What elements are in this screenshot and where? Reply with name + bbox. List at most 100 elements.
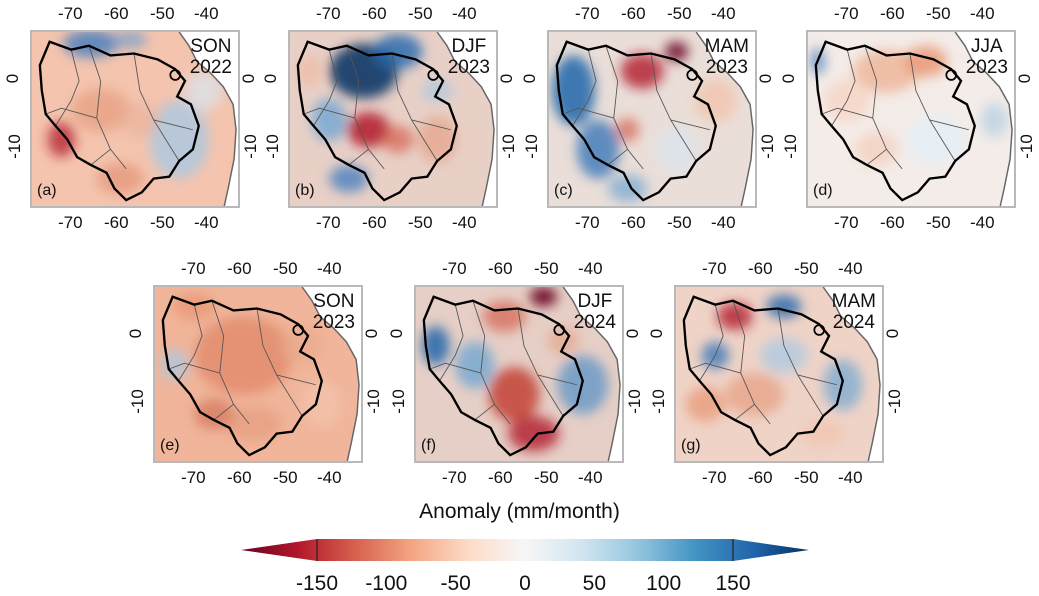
amazon-basin-boundary <box>422 295 584 457</box>
season-name: MAM <box>831 291 876 312</box>
amazon-basin-boundary <box>555 40 717 202</box>
lon-tick-bottom: -40 <box>194 213 219 232</box>
river-mouth-marker <box>813 324 826 336</box>
lon-tick-bottom: -60 <box>104 213 129 232</box>
anomaly-map <box>32 32 238 206</box>
anomaly-patch <box>488 367 540 422</box>
colorbar-tick-label: -150 <box>295 572 339 595</box>
ocean <box>823 287 882 461</box>
anomaly-patch <box>223 406 283 442</box>
anomaly-field <box>160 292 342 442</box>
lon-tick-top: -70 <box>442 259 467 278</box>
season-year: 2023 <box>447 57 490 78</box>
lon-tick-top: -60 <box>880 4 905 23</box>
lat-tick-left: 0 <box>387 328 407 339</box>
amazon-basin-boundary <box>161 295 323 457</box>
season-label: JJA 2023 <box>966 36 1008 78</box>
colorbar <box>241 539 809 561</box>
season-name: MAM <box>704 36 749 57</box>
season-label: DJF 2024 <box>574 291 616 333</box>
map-frame: DJF 2024 (f) <box>414 285 624 463</box>
anomaly-patch <box>801 419 845 448</box>
map-frame: MAM 2024 (g) <box>674 285 884 463</box>
season-label: MAM 2023 <box>705 36 749 78</box>
sub-basin-boundary <box>313 49 338 127</box>
lat-tick-left: 0 <box>126 328 146 339</box>
anomaly-patch <box>297 55 322 87</box>
anomaly-patch <box>855 131 899 167</box>
season-label: SON 2023 <box>313 291 355 333</box>
amazon-basin-boundary <box>814 40 976 202</box>
ocean <box>437 32 496 206</box>
lat-tick-left: -10 <box>648 389 668 414</box>
lon-tick-bottom: -40 <box>452 213 477 232</box>
lon-tick-top: -70 <box>702 259 727 278</box>
lon-tick-top: -50 <box>926 4 951 23</box>
anomaly-patch <box>194 398 234 430</box>
lat-tick-left: 0 <box>520 73 540 84</box>
anomaly-patch <box>620 53 664 89</box>
sub-basin-boundary <box>797 374 837 386</box>
lon-tick-bottom: -50 <box>794 468 819 487</box>
lon-tick-bottom: -70 <box>181 468 206 487</box>
coastline <box>562 287 621 461</box>
anomaly-patch <box>529 287 558 307</box>
anomaly-patch <box>421 326 450 366</box>
lat-tick-left: 0 <box>261 73 281 84</box>
anomaly-patch <box>96 162 144 195</box>
anomaly-patch <box>382 125 414 154</box>
lat-tick-left: 0 <box>647 328 667 339</box>
sub-basin-boundary <box>777 308 824 417</box>
sub-basin-boundary <box>699 304 724 382</box>
lon-tick-bottom: -50 <box>150 213 175 232</box>
lon-tick-bottom: -60 <box>227 468 252 487</box>
lat-tick-right: 0 <box>756 73 776 84</box>
sub-basin-boundary <box>391 53 438 162</box>
lat-tick-left: -10 <box>4 134 24 159</box>
colorbar-tick-label: 100 <box>646 572 682 595</box>
anomaly-patch <box>346 112 391 148</box>
lon-tick-bottom: -70 <box>834 213 859 232</box>
sub-basin-boundary <box>572 49 597 127</box>
lon-tick-top: -70 <box>181 259 206 278</box>
ocean <box>302 287 361 461</box>
season-year: 2024 <box>573 312 616 333</box>
lon-tick-top: -40 <box>317 259 342 278</box>
panel-label: (g) <box>681 437 701 454</box>
anomaly-patch <box>149 100 209 179</box>
colorbar-tick-label: 150 <box>715 572 751 595</box>
coastline <box>822 287 881 461</box>
lon-tick-top: -40 <box>578 259 603 278</box>
anomaly-patch <box>664 41 689 62</box>
coastline <box>695 32 754 206</box>
lat-tick-left: 0 <box>3 73 23 84</box>
amazon-basin-boundary <box>38 40 200 202</box>
lat-tick-left: -10 <box>521 134 541 159</box>
lon-tick-top: -70 <box>575 4 600 23</box>
lon-tick-bottom: -70 <box>58 213 83 232</box>
anomaly-patch <box>694 78 738 122</box>
lon-tick-bottom: -60 <box>748 468 773 487</box>
lon-tick-bottom: -70 <box>702 468 727 487</box>
season-name: SON <box>313 291 355 312</box>
panel-label: (b) <box>295 182 315 199</box>
river-mouth-marker <box>169 69 182 81</box>
lon-tick-top: -40 <box>838 259 863 278</box>
river-mouth-marker <box>686 69 699 81</box>
anomaly-patch <box>656 125 697 173</box>
anomaly-map <box>808 32 1014 206</box>
lon-tick-bottom: -60 <box>488 468 513 487</box>
lon-tick-bottom: -70 <box>316 213 341 232</box>
lat-tick-right: 0 <box>623 328 643 339</box>
anomaly-patch <box>373 33 423 70</box>
sub-basin-boundary <box>689 362 741 374</box>
sub-basin-boundary <box>153 119 193 131</box>
lon-tick-top: -50 <box>534 259 559 278</box>
sub-basin-boundary <box>213 403 234 421</box>
lon-tick-bottom: -70 <box>575 213 600 232</box>
lon-tick-bottom: -50 <box>926 213 951 232</box>
anomaly-patch <box>63 32 119 58</box>
river-mouth-marker <box>553 324 566 336</box>
lon-tick-top: -70 <box>316 4 341 23</box>
sub-basin-boundary <box>45 107 97 119</box>
